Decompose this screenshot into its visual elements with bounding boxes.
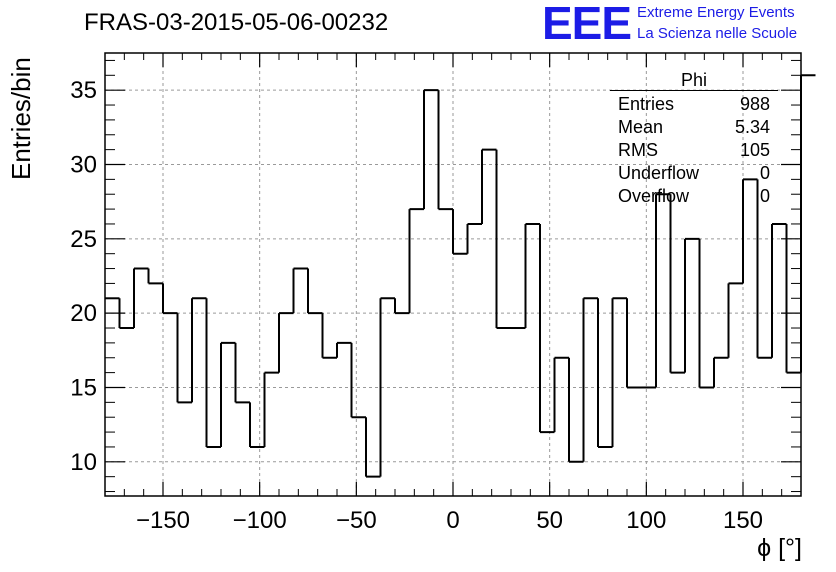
chart-title: FRAS-03-2015-05-06-00232	[84, 9, 389, 36]
y-tick-label: 30	[70, 151, 97, 178]
histogram-bin	[655, 193, 671, 388]
stats-value: 0	[759, 186, 770, 206]
x-axis-label: ϕ [°]	[757, 534, 802, 562]
x-tick-label: 100	[626, 507, 666, 534]
histogram-bin	[713, 356, 729, 388]
histogram-bin	[307, 268, 323, 315]
x-tick-label: 0	[446, 507, 459, 534]
histogram-bin	[582, 297, 598, 462]
x-tick-label: −100	[233, 507, 287, 534]
histogram-bin	[176, 313, 192, 404]
stats-row-underflow: Underflow 0	[610, 162, 778, 185]
stats-key: Mean	[618, 117, 664, 137]
histogram-bin	[220, 341, 236, 447]
stats-value: 0	[759, 163, 770, 183]
x-tick-label: −50	[336, 507, 377, 534]
axis-ticks	[104, 53, 802, 496]
y-tick-label: 25	[70, 226, 97, 253]
stats-key: Entries	[618, 94, 675, 114]
histogram-bin	[698, 238, 714, 389]
histogram-bin	[539, 223, 555, 434]
y-tick-label: 10	[70, 449, 97, 476]
y-tick-label: 20	[70, 300, 97, 327]
stats-key: Overflow	[618, 186, 690, 206]
histogram-bin	[771, 222, 787, 358]
histogram-bin	[466, 222, 482, 254]
logo-line-2: La Scienza nelle Scuole	[637, 25, 798, 42]
histogram-bin	[626, 298, 642, 389]
histogram-bin	[408, 208, 424, 314]
eee-logo: EEE Extreme Energy Events La Scienza nel…	[542, 0, 834, 49]
histogram-bin	[568, 357, 584, 463]
stats-value: 105	[739, 140, 770, 160]
stats-row-entries: Entries 988	[610, 93, 778, 116]
histogram-bin	[423, 89, 439, 210]
histogram-bin	[292, 267, 308, 314]
x-tick-label: −150	[136, 507, 190, 534]
histogram-bin	[205, 298, 221, 448]
histogram-bin	[611, 297, 627, 447]
x-tick-label: 50	[536, 507, 563, 534]
tick-labels: −150 −100 −50 0 50 100 150 10 15 20 25 30 35	[70, 77, 763, 534]
histogram-bin	[495, 149, 511, 330]
histogram-bin	[336, 341, 352, 358]
histogram-bin	[481, 148, 497, 224]
histogram-bin	[756, 179, 772, 359]
histogram-bin	[394, 298, 410, 315]
histogram-bin	[234, 342, 250, 404]
histogram-bin	[452, 209, 468, 255]
stats-box: Phi Entries 988 Mean 5.34 RMS 105 Underf…	[610, 70, 778, 208]
histogram-bin	[249, 402, 265, 448]
histogram-bin	[742, 178, 758, 284]
logo-mark: EEE	[542, 0, 632, 49]
x-tick-label: 150	[723, 507, 763, 534]
logo-line-1: Extreme Energy Events	[637, 4, 795, 21]
histogram-bin	[147, 268, 163, 285]
histogram-bin	[597, 298, 613, 448]
histogram-series	[105, 74, 816, 478]
histogram-bin	[379, 297, 395, 477]
histogram-bin	[263, 371, 279, 447]
histogram-bin	[553, 356, 569, 433]
y-tick-label: 15	[70, 374, 97, 401]
y-axis-label: Entries/bin	[6, 57, 36, 180]
histogram-bin	[800, 74, 816, 373]
histogram-bin	[278, 312, 294, 373]
stats-row-mean: Mean 5.34	[610, 116, 778, 139]
stats-row-rms: RMS 105	[610, 139, 778, 162]
stats-divider	[610, 90, 778, 91]
histogram-bin	[727, 282, 743, 358]
histogram-bin	[350, 342, 366, 419]
histogram-bin	[133, 267, 149, 329]
histogram-bin	[524, 222, 540, 329]
histogram-bin	[191, 297, 207, 403]
histogram-bin	[437, 90, 453, 211]
stats-key: RMS	[618, 140, 658, 160]
stats-row-overflow: Overflow 0	[610, 185, 778, 208]
histogram-bin	[684, 237, 700, 373]
histogram-bin	[162, 283, 178, 315]
histogram-bin	[669, 194, 685, 374]
histogram-bin	[321, 313, 337, 359]
histogram-bin	[365, 417, 381, 478]
y-tick-label: 35	[70, 77, 97, 104]
stats-value: 5.34	[734, 117, 770, 137]
stats-value: 988	[739, 94, 770, 114]
stats-key: Underflow	[618, 163, 700, 183]
stats-title: Phi	[680, 70, 707, 90]
